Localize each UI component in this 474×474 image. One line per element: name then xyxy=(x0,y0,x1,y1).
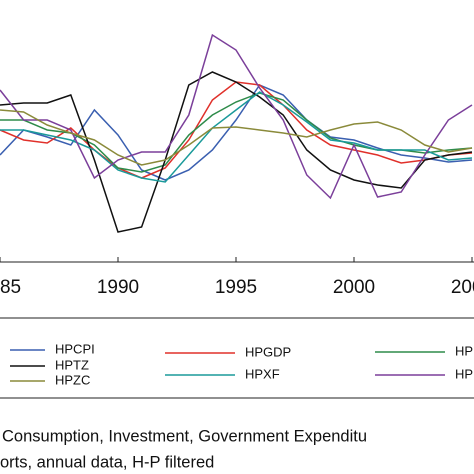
legend-label: HPCPI xyxy=(55,341,95,356)
series-line xyxy=(0,71,473,233)
x-tick-label: 1985 xyxy=(0,277,21,298)
x-tick-label: 2005 xyxy=(451,277,474,298)
series-line xyxy=(0,91,473,183)
series-line xyxy=(0,84,473,181)
series-line xyxy=(0,33,473,200)
legend-label: HPXF xyxy=(245,366,280,381)
series-line xyxy=(0,109,473,166)
x-tick-label: 1990 xyxy=(97,277,139,298)
caption: Consumption, Investment, Government Expe… xyxy=(2,427,367,445)
x-tick-label: 2000 xyxy=(333,277,375,298)
caption: orts, annual data, H-P filtered xyxy=(0,453,214,471)
legend-label: HP xyxy=(455,366,473,381)
legend-label: HPGDP xyxy=(245,344,291,359)
legend-label: HP xyxy=(455,343,473,358)
x-tick-label: 1995 xyxy=(215,277,257,298)
legend-label: HPTZ xyxy=(55,357,89,372)
legend-label: HPZC xyxy=(55,372,90,387)
legend-box xyxy=(0,317,474,399)
